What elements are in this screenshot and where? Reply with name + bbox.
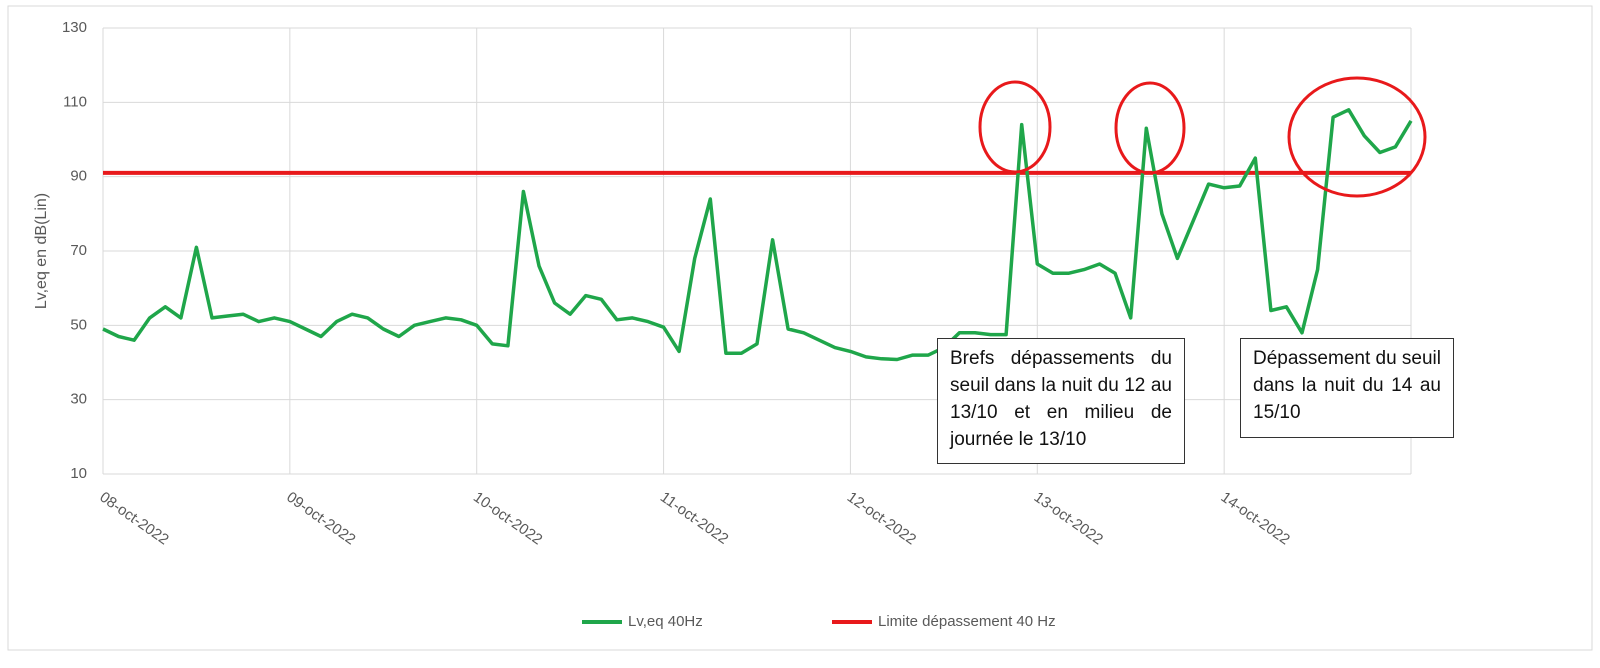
annotation-box: Brefs dépassements du seuil dans la nuit… xyxy=(937,338,1185,464)
y-tick-label: 70 xyxy=(70,242,87,259)
y-tick-label: 30 xyxy=(70,391,87,408)
y-tick-label: 50 xyxy=(70,316,87,333)
series-line xyxy=(102,108,1413,362)
highlight-circle xyxy=(978,80,1052,174)
legend-label: Limite dépassement 40 Hz xyxy=(878,613,1056,630)
highlight-circle xyxy=(1287,76,1427,198)
annotation-box: Dépassement du seuil dans la nuit du 14 … xyxy=(1240,338,1454,438)
chart-frame xyxy=(7,5,1593,651)
y-axis-label: Lv,eq en dB(Lin) xyxy=(33,193,50,309)
y-tick-label: 90 xyxy=(70,168,87,185)
legend-label: Lv,eq 40Hz xyxy=(628,613,703,630)
highlight-circle xyxy=(1114,81,1186,175)
y-tick-label: 10 xyxy=(70,465,87,482)
y-tick-label: 110 xyxy=(63,93,87,110)
y-tick-label: 130 xyxy=(62,19,87,36)
